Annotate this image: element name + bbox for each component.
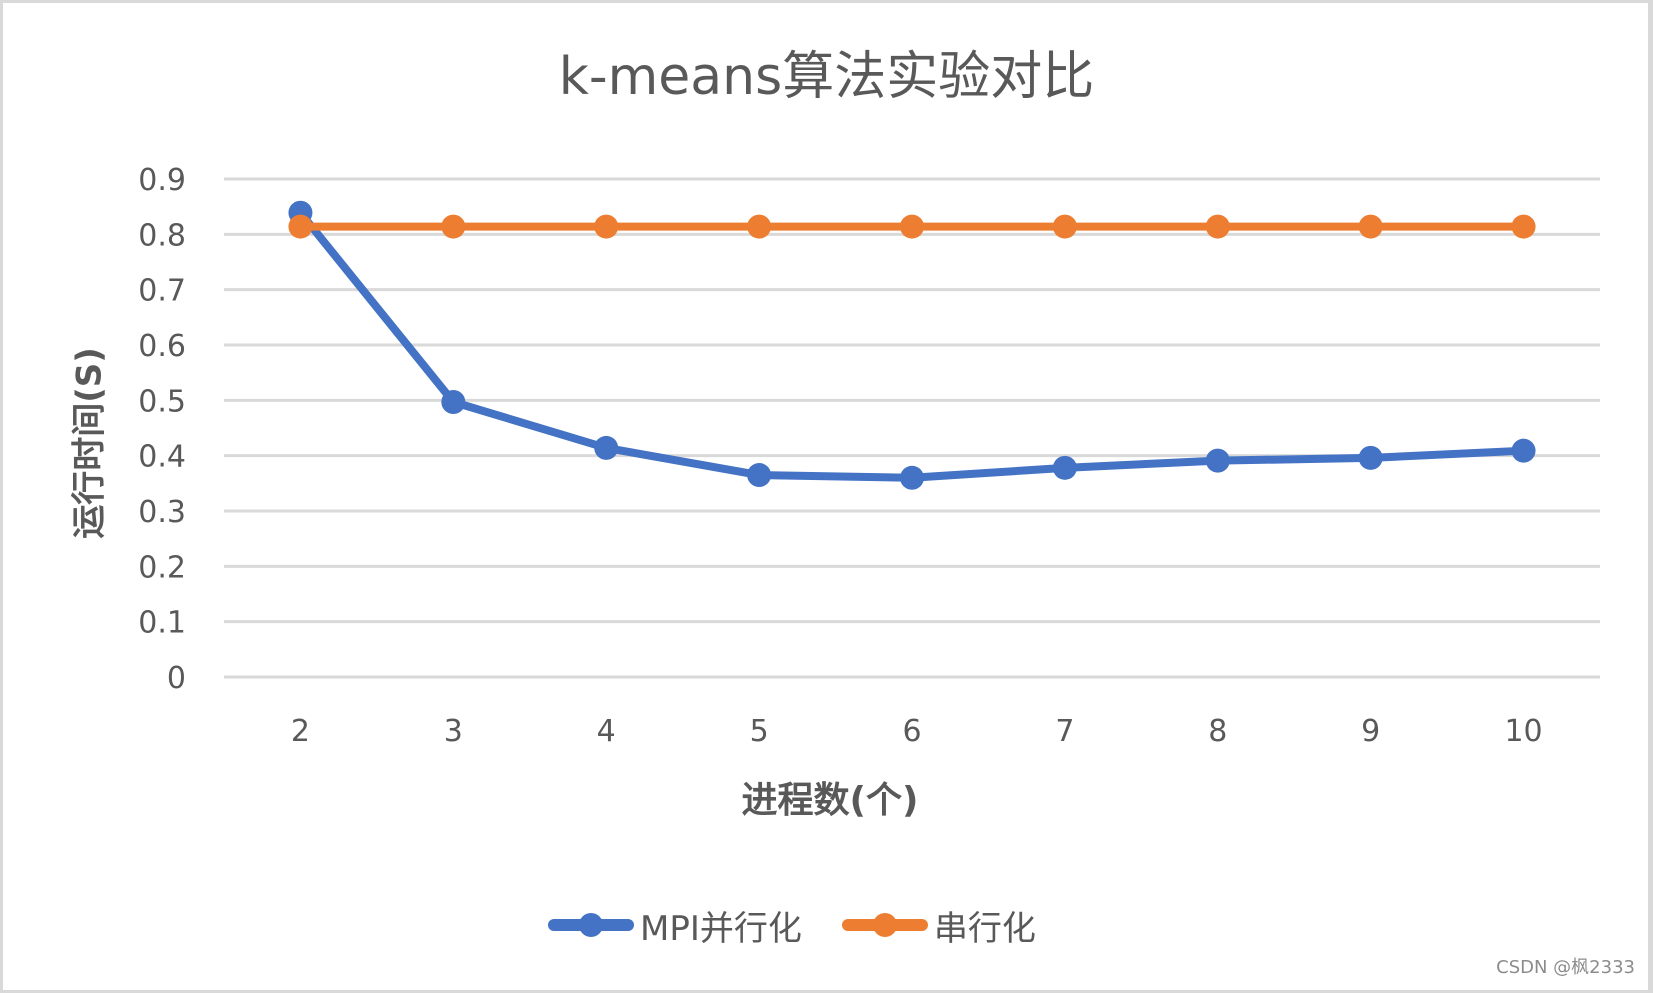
legend-line-marker-icon	[841, 913, 928, 937]
x-tick-label: 9	[1361, 714, 1380, 749]
data-point-marker[interactable]	[1511, 214, 1536, 239]
data-point-marker[interactable]	[900, 214, 924, 239]
y-tick-label: 0	[167, 661, 186, 696]
x-axis-ticks: 2 3 4 5 6 7 8 9 10	[291, 714, 1543, 749]
series-layer	[288, 200, 1536, 490]
y-tick-label: 0.3	[138, 495, 186, 530]
x-tick-label: 2	[291, 714, 310, 749]
gridlines	[224, 177, 1600, 679]
legend-item-mpi[interactable]: MPI并行化	[548, 901, 802, 950]
x-tick-label: 4	[597, 714, 616, 749]
data-point-marker[interactable]	[441, 389, 466, 414]
y-tick-label: 0.1	[138, 606, 186, 641]
data-point-marker[interactable]	[1205, 448, 1230, 473]
y-tick-label: 0.8	[138, 218, 186, 253]
data-point-marker[interactable]	[1205, 214, 1230, 239]
y-tick-label: 0.6	[138, 329, 186, 364]
legend-label: 串行化	[933, 908, 1036, 949]
data-point-marker[interactable]	[1052, 214, 1077, 239]
data-point-marker[interactable]	[1052, 455, 1077, 480]
y-tick-label: 0.7	[138, 274, 186, 309]
x-tick-label: 5	[750, 714, 769, 749]
data-point-marker[interactable]	[747, 463, 772, 488]
legend-item-serial[interactable]: 串行化	[841, 901, 1036, 950]
y-tick-label: 0.4	[138, 440, 186, 475]
x-axis-title: 进程数(个)	[741, 780, 919, 821]
x-tick-label: 7	[1055, 714, 1074, 749]
legend-line-marker-icon	[548, 913, 634, 937]
y-tick-label: 0.2	[138, 550, 186, 585]
x-tick-label: 8	[1208, 714, 1227, 749]
x-tick-label: 3	[444, 714, 463, 749]
x-tick-label: 6	[902, 714, 921, 749]
data-point-marker[interactable]	[1511, 438, 1536, 463]
watermark: CSDN @枫2333	[1496, 957, 1635, 978]
legend-label: MPI并行化	[640, 908, 802, 949]
data-point-marker[interactable]	[288, 214, 313, 239]
data-point-marker[interactable]	[594, 435, 619, 460]
data-point-marker[interactable]	[900, 465, 924, 490]
series-serial[interactable]	[288, 214, 1536, 239]
y-tick-label: 0.9	[138, 163, 186, 198]
y-axis-ticks: 0 0.1 0.2 0.3 0.4 0.5 0.6 0.7 0.8 0.9	[138, 163, 186, 696]
y-tick-label: 0.5	[138, 384, 186, 419]
legend: MPI并行化 串行化	[548, 900, 1076, 950]
data-point-marker[interactable]	[1358, 445, 1383, 470]
series-mpi[interactable]	[288, 200, 1536, 490]
data-point-marker[interactable]	[747, 214, 772, 239]
data-point-marker[interactable]	[441, 214, 466, 239]
chart-title: k-means算法实验对比	[558, 47, 1095, 107]
x-tick-label: 10	[1504, 714, 1542, 749]
data-point-marker[interactable]	[594, 214, 619, 239]
data-point-marker[interactable]	[1358, 214, 1383, 239]
